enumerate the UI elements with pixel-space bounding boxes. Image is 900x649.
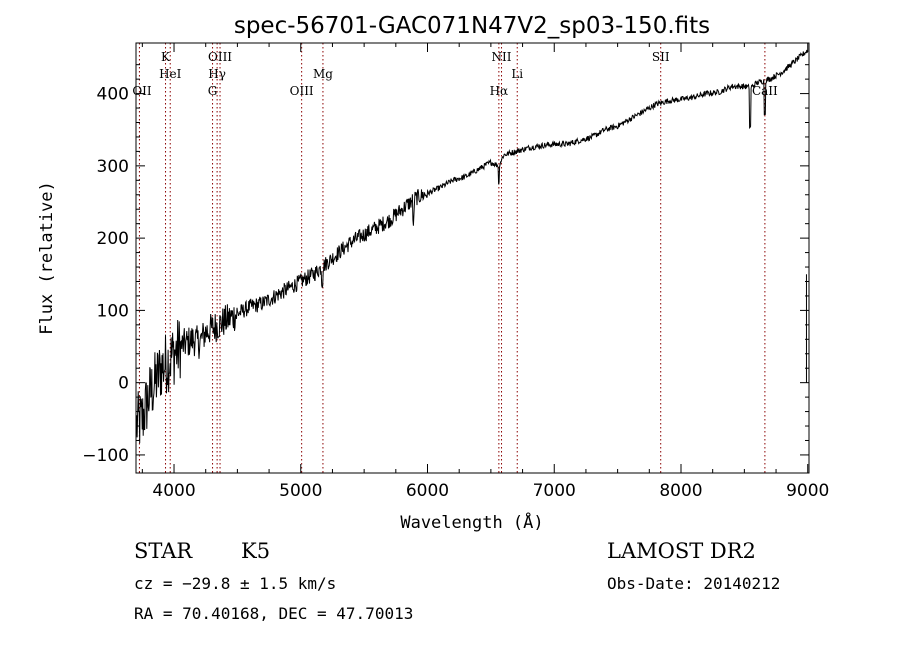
spectral-line-label: CaII bbox=[752, 84, 778, 98]
x-tick-label: 7000 bbox=[533, 481, 576, 501]
y-tick-label: 200 bbox=[97, 229, 129, 249]
object-subclass: K5 bbox=[241, 539, 270, 563]
x-tick-label: 4000 bbox=[152, 481, 195, 501]
object-class: STAR bbox=[134, 539, 193, 563]
x-axis-label: Wavelength (Å) bbox=[400, 511, 543, 533]
observation-date: Obs-Date: 20140212 bbox=[607, 574, 780, 593]
x-tick-label: 6000 bbox=[406, 481, 449, 501]
spectral-line-label: Li bbox=[511, 67, 523, 81]
spectral-line-label: HeI bbox=[159, 67, 182, 81]
spectral-line-label: OII bbox=[132, 84, 152, 98]
spectral-line-label: OIII bbox=[290, 84, 314, 98]
spectrum-series bbox=[136, 49, 808, 444]
spectral-line-label: Hγ bbox=[208, 67, 226, 81]
spectral-line-label: K bbox=[161, 50, 171, 64]
chart-title: spec-56701-GAC071N47V2_sp03-150.fits bbox=[234, 13, 710, 39]
spectrum-line bbox=[136, 49, 808, 444]
x-tick-label: 8000 bbox=[659, 481, 702, 501]
y-tick-label: 300 bbox=[97, 157, 129, 177]
y-tick-label: 100 bbox=[97, 301, 129, 321]
spectral-line-label: OIII bbox=[208, 50, 232, 64]
y-tick-label: 0 bbox=[118, 374, 129, 394]
y-axis: −100 0 100 200 300 400 bbox=[82, 64, 809, 466]
x-axis: 4000 5000 6000 7000 8000 9000 bbox=[141, 43, 829, 501]
y-tick-label: −100 bbox=[82, 446, 129, 466]
plot-frame bbox=[135, 42, 810, 474]
spectral-line-label: SII bbox=[652, 50, 670, 64]
x-tick-label: 9000 bbox=[786, 481, 829, 501]
x-tick-label: 5000 bbox=[279, 481, 322, 501]
spectral-line-label: NII bbox=[492, 50, 512, 64]
spectral-line-label: G bbox=[208, 84, 218, 98]
y-axis-label: Flux (relative) bbox=[37, 181, 57, 335]
redshift-cz: cz = −29.8 ± 1.5 km/s bbox=[134, 574, 336, 593]
coordinates: RA = 70.40168, DEC = 47.70013 bbox=[134, 604, 413, 623]
spectral-line-label: Mg bbox=[313, 67, 333, 81]
spectral-line-label: Hα bbox=[490, 84, 509, 98]
y-tick-label: 400 bbox=[97, 85, 129, 105]
survey-name: LAMOST DR2 bbox=[607, 539, 756, 563]
